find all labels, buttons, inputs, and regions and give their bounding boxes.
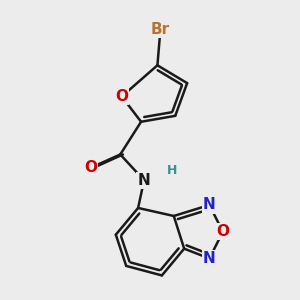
Text: N: N <box>203 197 216 212</box>
Text: O: O <box>216 224 229 239</box>
Text: Br: Br <box>151 22 170 37</box>
Text: H: H <box>167 164 178 177</box>
Text: N: N <box>203 251 216 266</box>
Text: O: O <box>115 89 128 104</box>
Text: O: O <box>84 160 97 175</box>
Text: N: N <box>138 173 150 188</box>
